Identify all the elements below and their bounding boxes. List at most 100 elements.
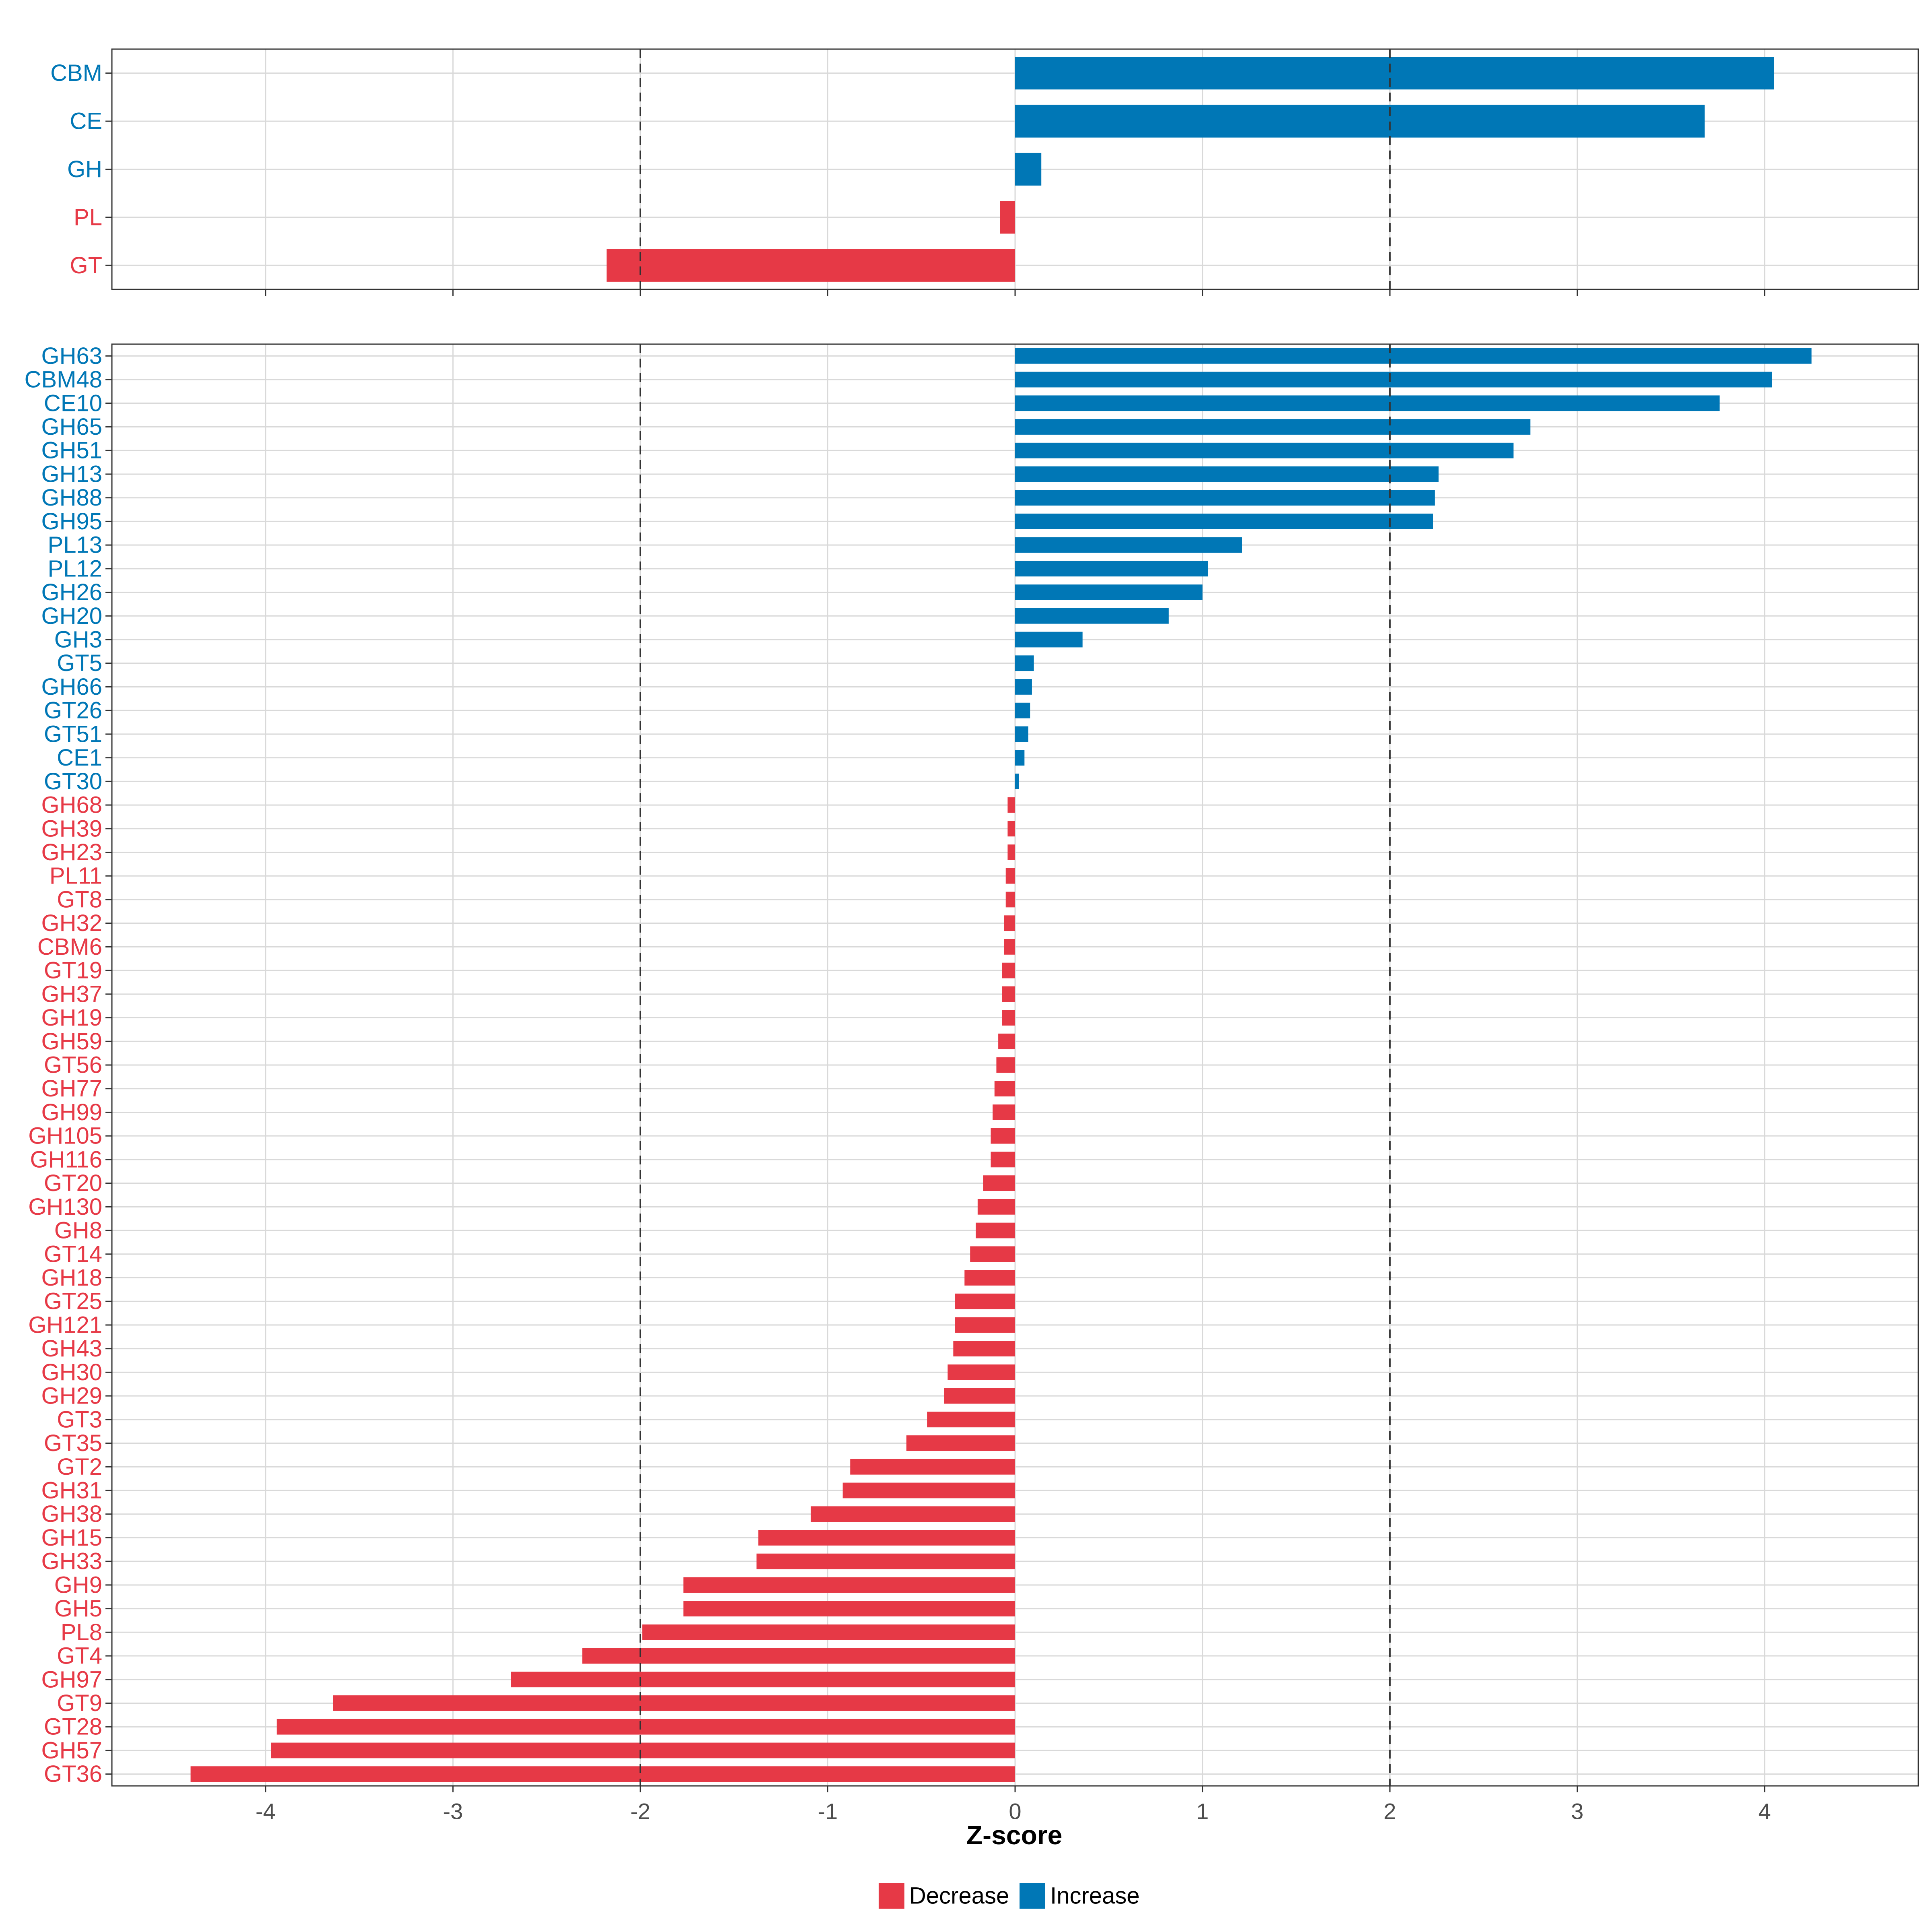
bottom-bar-gh23 <box>1007 844 1015 860</box>
x-tick-label: -4 <box>256 1799 276 1824</box>
top-bar-ce <box>1015 105 1705 138</box>
bottom-bar-gh20 <box>1015 608 1169 624</box>
bottom-bar-gt25 <box>955 1293 1015 1309</box>
bottom-category-label: GH5 <box>54 1596 102 1622</box>
bottom-category-label: GT4 <box>57 1643 102 1669</box>
x-tick-label: 2 <box>1384 1799 1396 1824</box>
bottom-bar-gh39 <box>1007 821 1015 837</box>
bottom-bar-gh43 <box>953 1341 1015 1357</box>
x-tick-label: 1 <box>1196 1799 1209 1824</box>
bottom-bar-gt4 <box>582 1648 1015 1664</box>
x-tick-label: 4 <box>1759 1799 1771 1824</box>
bottom-category-label: GT36 <box>44 1761 102 1787</box>
bottom-bar-pl13 <box>1015 537 1242 553</box>
bottom-category-label: CBM6 <box>37 934 102 960</box>
bottom-category-label: GH8 <box>54 1218 102 1244</box>
bottom-category-label: PL12 <box>48 555 102 582</box>
bottom-bar-gh95 <box>1015 514 1433 529</box>
bottom-bar-gh116 <box>991 1152 1015 1168</box>
bottom-category-label: GH43 <box>41 1335 102 1362</box>
legend: Decrease Increase <box>879 1883 1139 1909</box>
bottom-category-label: GT8 <box>57 886 102 912</box>
bottom-category-label: GH105 <box>28 1123 102 1149</box>
bottom-category-label: GH31 <box>41 1477 102 1503</box>
bottom-bar-gt36 <box>190 1766 1016 1782</box>
bottom-category-label: GT5 <box>57 650 102 676</box>
bottom-bar-gt30 <box>1015 773 1019 789</box>
bottom-bar-gh57 <box>271 1742 1016 1759</box>
bottom-category-label: GH30 <box>41 1359 102 1385</box>
bottom-bar-gt28 <box>277 1719 1016 1735</box>
top-bar-gh <box>1015 153 1042 186</box>
bottom-category-label: PL13 <box>48 532 102 558</box>
bottom-category-label: GH32 <box>41 910 102 936</box>
top-bar-cbm <box>1015 57 1774 90</box>
bottom-category-label: GH59 <box>41 1028 102 1055</box>
bottom-bar-gh63 <box>1015 348 1812 364</box>
bottom-category-label: GT19 <box>44 958 102 984</box>
bottom-bar-gt26 <box>1015 702 1030 718</box>
bottom-bar-gh18 <box>964 1270 1015 1286</box>
top-bar-gt <box>607 249 1015 282</box>
bottom-bar-gt8 <box>1005 892 1015 908</box>
bottom-bar-gt14 <box>970 1246 1015 1262</box>
bottom-bar-gh9 <box>683 1577 1015 1593</box>
bottom-category-label: GH65 <box>41 414 102 440</box>
bottom-bar-ce10 <box>1015 395 1720 411</box>
bottom-category-label: GH23 <box>41 839 102 865</box>
bottom-bar-pl11 <box>1005 868 1015 884</box>
top-category-label: CE <box>70 108 102 134</box>
bottom-category-label: GH29 <box>41 1383 102 1409</box>
bottom-bar-gh37 <box>1002 986 1015 1002</box>
bottom-bar-pl12 <box>1015 561 1208 577</box>
bottom-category-label: GH51 <box>41 438 102 464</box>
top-category-label: GH <box>67 156 102 182</box>
bottom-category-label: PL11 <box>50 863 102 889</box>
bottom-category-label: PL8 <box>61 1619 102 1645</box>
bottom-bar-ce1 <box>1015 750 1025 766</box>
legend-label-decrease: Decrease <box>909 1883 1009 1909</box>
bottom-category-label: GT9 <box>57 1690 102 1716</box>
legend-swatch-decrease <box>879 1883 904 1909</box>
bottom-bar-gh8 <box>976 1222 1015 1238</box>
bottom-category-label: GH130 <box>28 1194 102 1220</box>
bottom-category-label: GT20 <box>44 1170 102 1196</box>
bottom-bar-gh121 <box>955 1317 1015 1333</box>
bottom-category-label: GH20 <box>41 603 102 629</box>
bottom-bar-gh130 <box>977 1199 1015 1215</box>
bottom-bar-gt19 <box>1002 962 1015 978</box>
bottom-bar-gh29 <box>944 1388 1015 1404</box>
bottom-category-label: GH99 <box>41 1099 102 1125</box>
bottom-bar-gh99 <box>993 1104 1015 1120</box>
bottom-category-label: GH57 <box>41 1737 102 1763</box>
bottom-category-label: GH95 <box>41 508 102 535</box>
bottom-category-label: GH13 <box>41 461 102 487</box>
x-axis-title: Z-score <box>966 1820 1062 1850</box>
bottom-bar-gt35 <box>906 1435 1015 1451</box>
bottom-bar-gh105 <box>991 1128 1015 1144</box>
bottom-bar-gh3 <box>1015 632 1083 648</box>
bottom-bar-gh26 <box>1015 584 1203 600</box>
bottom-bar-gh66 <box>1015 679 1032 695</box>
bottom-category-label: GH15 <box>41 1525 102 1551</box>
bottom-category-label: GT30 <box>44 768 102 795</box>
bottom-bar-gt2 <box>850 1459 1015 1475</box>
bottom-category-label: GH66 <box>41 674 102 700</box>
bottom-category-label: GH37 <box>41 981 102 1007</box>
bottom-bar-gh31 <box>842 1482 1015 1499</box>
x-axis: -4 -3 -2 -1 0 1 2 3 4 <box>256 1799 1771 1824</box>
legend-label-increase: Increase <box>1050 1883 1139 1909</box>
bottom-category-label: CE10 <box>44 390 102 416</box>
bottom-bar-gh88 <box>1015 490 1435 506</box>
top-category-label: PL <box>74 204 102 230</box>
bottom-bar-gh51 <box>1015 442 1514 458</box>
bottom-category-label: GH68 <box>41 792 102 818</box>
bottom-bar-gh30 <box>947 1364 1015 1380</box>
legend-swatch-increase <box>1020 1883 1045 1909</box>
x-tick-label: 3 <box>1571 1799 1583 1824</box>
bottom-category-label: GH9 <box>54 1572 102 1598</box>
bottom-category-label: GH39 <box>41 815 102 842</box>
bottom-bar-gh65 <box>1015 419 1531 435</box>
bottom-category-label: GT2 <box>57 1454 102 1480</box>
